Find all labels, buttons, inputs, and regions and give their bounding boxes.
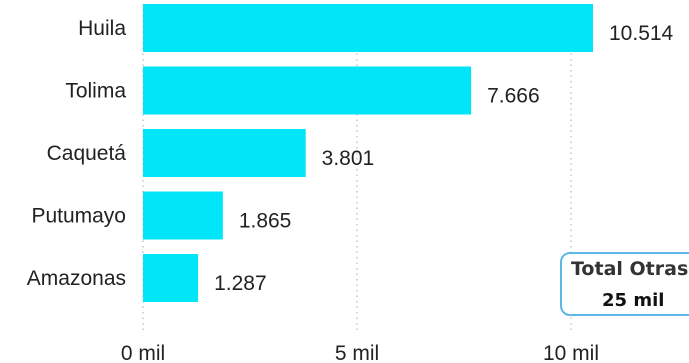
x-tick-label: 5 mil — [335, 342, 379, 363]
category-label: Huila — [78, 17, 126, 40]
total-otras-value: 25 mil — [602, 290, 665, 311]
x-tick-label: 0 mil — [121, 342, 165, 363]
data-label: 1.865 — [239, 210, 292, 233]
x-axis-ticks: 0 mil 5 mil 10 mil — [121, 342, 599, 363]
category-label: Tolima — [65, 80, 126, 103]
total-otras-title: Total Otras — [571, 258, 689, 280]
category-labels: Huila Tolima Caquetá Putumayo Amazonas — [27, 17, 127, 290]
data-labels: 10.514 7.666 3.801 1.865 1.287 — [214, 22, 673, 295]
bar[interactable] — [143, 66, 472, 115]
category-label: Caquetá — [47, 142, 127, 165]
data-label: 10.514 — [609, 22, 674, 45]
x-tick-label: 10 mil — [543, 342, 599, 363]
total-otras-card: Total Otras 25 mil — [560, 252, 689, 316]
data-label: 3.801 — [322, 147, 375, 170]
category-label: Amazonas — [27, 267, 126, 290]
data-label: 7.666 — [487, 85, 540, 108]
bar[interactable] — [143, 254, 199, 302]
category-label: Putumayo — [31, 205, 126, 228]
bar[interactable] — [143, 191, 223, 240]
bars — [143, 4, 593, 302]
bar[interactable] — [143, 129, 306, 177]
bar[interactable] — [143, 4, 593, 52]
data-label: 1.287 — [214, 272, 267, 295]
